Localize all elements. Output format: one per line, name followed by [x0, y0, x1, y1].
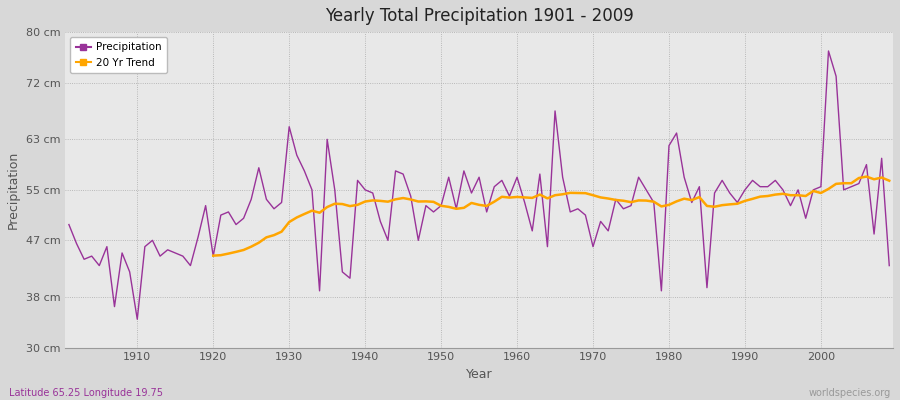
Precipitation	[610, 197, 621, 202]
Line: 20 Yr Trend: 20 Yr Trend	[213, 176, 889, 256]
20 Yr Trend	[208, 253, 219, 258]
20 Yr Trend	[861, 174, 872, 179]
Legend: Precipitation, 20 Yr Trend: Precipitation, 20 Yr Trend	[70, 37, 167, 73]
Precipitation	[884, 263, 895, 268]
Text: worldspecies.org: worldspecies.org	[809, 388, 891, 398]
Precipitation	[512, 175, 523, 180]
20 Yr Trend	[413, 199, 424, 204]
Precipitation	[64, 222, 75, 227]
Text: Latitude 65.25 Longitude 19.75: Latitude 65.25 Longitude 19.75	[9, 388, 163, 398]
Precipitation	[132, 317, 143, 322]
X-axis label: Year: Year	[466, 368, 492, 381]
20 Yr Trend	[884, 178, 895, 183]
20 Yr Trend	[299, 212, 310, 216]
20 Yr Trend	[785, 193, 796, 198]
Title: Yearly Total Precipitation 1901 - 2009: Yearly Total Precipitation 1901 - 2009	[325, 7, 634, 25]
Precipitation	[519, 200, 530, 205]
20 Yr Trend	[853, 176, 864, 180]
Line: Precipitation: Precipitation	[69, 51, 889, 319]
Precipitation	[124, 270, 135, 274]
Y-axis label: Precipitation: Precipitation	[7, 151, 20, 229]
20 Yr Trend	[679, 196, 689, 201]
20 Yr Trend	[770, 192, 780, 197]
Precipitation	[299, 168, 310, 173]
Precipitation	[824, 48, 834, 53]
Precipitation	[345, 276, 356, 281]
